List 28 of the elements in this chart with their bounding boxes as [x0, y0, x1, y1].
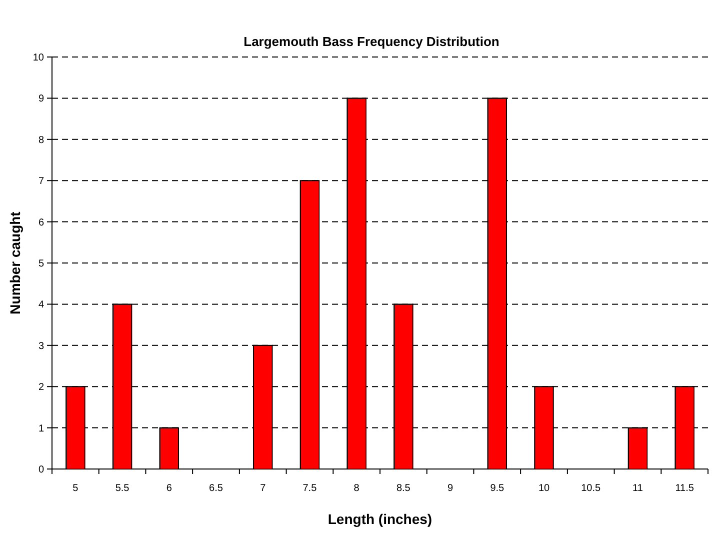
- x-tick-label: 6.5: [209, 483, 224, 494]
- x-tick-label: 5: [72, 483, 79, 494]
- y-tick-label: 2: [38, 382, 44, 394]
- y-tick-label: 9: [38, 94, 44, 105]
- y-tick-label: 4: [38, 300, 44, 311]
- x-tick-label: 6: [166, 483, 172, 494]
- x-tick-label: 10: [538, 483, 550, 494]
- x-tick-label: 7: [260, 483, 266, 494]
- x-tick-label: 10.5: [581, 483, 602, 494]
- y-tick-label: 0: [38, 464, 44, 476]
- y-tick-label: 6: [38, 217, 44, 228]
- y-tick-label: 10: [32, 52, 44, 64]
- x-tick-label: 7.5: [302, 483, 318, 494]
- x-tick-label: 11.5: [675, 483, 694, 494]
- x-tick-label: 9.5: [490, 483, 505, 494]
- x-tick-label: 8.5: [396, 483, 411, 494]
- x-tick-label: 8: [354, 483, 360, 494]
- x-tick-label: 9: [448, 483, 454, 494]
- y-tick-label: 5: [38, 258, 44, 270]
- y-tick-label: 8: [38, 134, 44, 146]
- y-tick-label: 3: [38, 340, 44, 352]
- x-axis-title: Length (inches): [328, 511, 432, 527]
- x-tick-label: 11: [632, 483, 644, 494]
- y-tick-label: 7: [38, 176, 44, 188]
- y-tick-label: 1: [38, 423, 44, 434]
- chart-title: Largemouth Bass Frequency Distribution: [244, 34, 500, 49]
- x-tick-label: 5.5: [115, 483, 130, 494]
- y-axis-title: Number caught: [7, 211, 23, 314]
